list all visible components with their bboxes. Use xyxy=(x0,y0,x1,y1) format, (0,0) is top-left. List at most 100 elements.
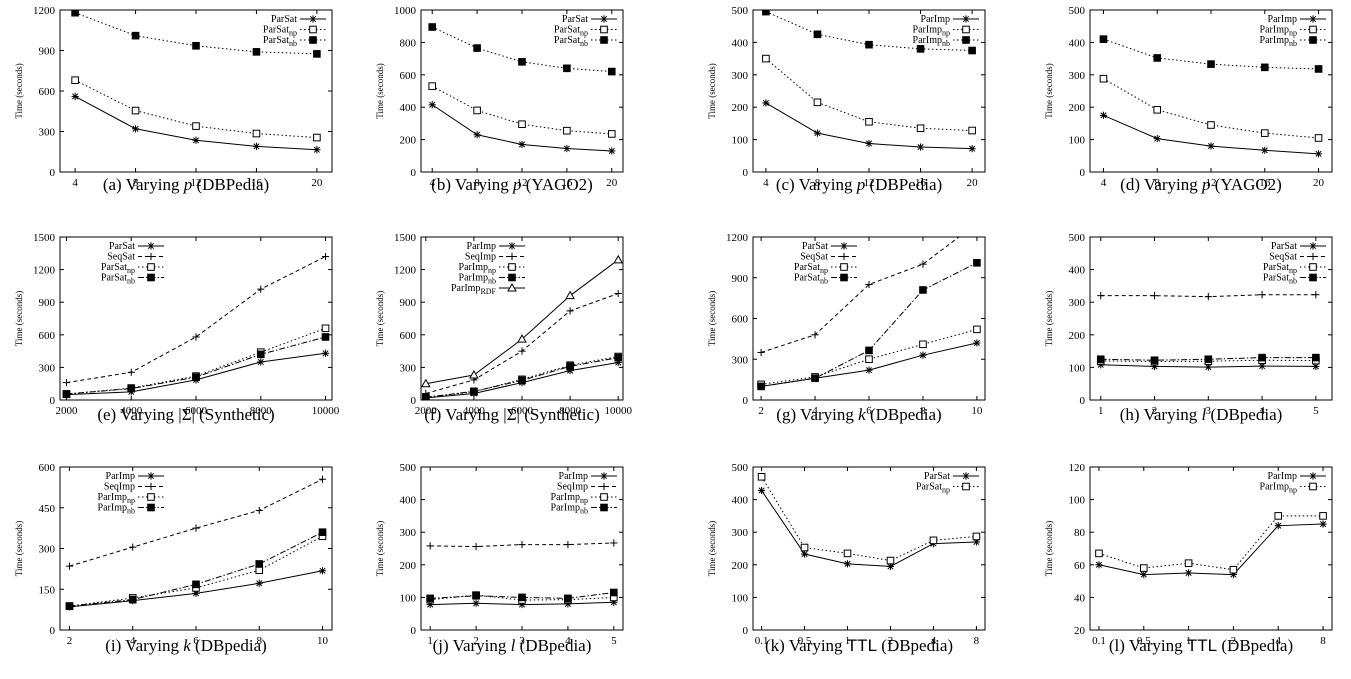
y-tick-label: 200 xyxy=(1069,102,1086,114)
chart-caption: (j) Varying l (DBpedia) xyxy=(433,636,592,655)
y-tick-label: 1500 xyxy=(394,232,417,244)
data-point xyxy=(517,334,527,343)
data-point xyxy=(313,146,321,154)
data-point xyxy=(613,254,623,264)
legend-label: SeqImp xyxy=(104,482,135,493)
y-axis-label: Time (seconds) xyxy=(1044,63,1054,118)
y-tick-label: 100 xyxy=(1069,135,1086,147)
series-group xyxy=(428,23,616,155)
series-line xyxy=(69,478,323,567)
data-point xyxy=(762,99,770,107)
legend-label: ParImpRDF xyxy=(451,283,497,296)
y-tick-label: 200 xyxy=(400,135,417,147)
series-group xyxy=(1095,512,1327,579)
legend-label: ParSat xyxy=(562,14,588,25)
data-point xyxy=(473,106,481,115)
data-point xyxy=(428,82,437,90)
legend-label: ParSat xyxy=(1271,241,1297,252)
x-tick-label: 12 xyxy=(191,177,202,189)
y-tick-label: 600 xyxy=(732,314,749,326)
y-tick-label: 400 xyxy=(1069,37,1086,49)
data-point xyxy=(192,122,200,130)
data-point xyxy=(1139,564,1148,572)
x-tick-label: 3 xyxy=(519,635,525,647)
legend-label: ParImpnp xyxy=(551,492,588,505)
legend-label: ParImp xyxy=(1268,471,1297,482)
series-group xyxy=(62,252,330,399)
y-tick-label: 1200 xyxy=(33,265,56,277)
legend-label: SeqSat xyxy=(1269,252,1297,263)
plot-frame xyxy=(1089,466,1333,631)
x-tick-label: 8 xyxy=(974,635,980,647)
data-point xyxy=(811,331,819,339)
data-point xyxy=(469,369,479,379)
legend-marker xyxy=(147,252,155,261)
data-point xyxy=(865,355,873,364)
y-tick-label: 100 xyxy=(1069,495,1086,507)
data-point xyxy=(1207,60,1215,68)
x-tick-label: 8000 xyxy=(559,405,582,417)
legend-marker xyxy=(508,252,516,261)
legend-marker xyxy=(840,263,848,271)
legend-label: ParSatnp xyxy=(1263,262,1297,275)
y-axis-label: Time (seconds) xyxy=(14,521,24,576)
data-point xyxy=(1314,134,1323,142)
x-tick-label: 6 xyxy=(193,635,199,647)
data-point xyxy=(129,543,137,551)
data-point xyxy=(1312,353,1320,362)
data-point xyxy=(813,98,822,107)
data-point xyxy=(127,384,136,393)
data-point xyxy=(865,280,873,289)
data-point xyxy=(916,143,925,151)
legend-label: ParSatnb xyxy=(101,273,135,286)
series-line xyxy=(1098,523,1324,576)
data-point xyxy=(257,358,265,366)
data-point xyxy=(843,549,852,558)
y-tick-label: 0 xyxy=(743,625,749,637)
data-point xyxy=(1099,111,1108,119)
data-point xyxy=(192,580,200,589)
legend-marker xyxy=(600,25,608,34)
data-point xyxy=(1099,74,1108,83)
x-tick-label: 0.5 xyxy=(1137,635,1151,647)
data-point xyxy=(865,117,873,126)
data-point xyxy=(813,129,822,137)
data-point xyxy=(321,349,330,357)
legend-marker xyxy=(962,15,970,23)
x-tick-label: 1 xyxy=(1098,405,1104,417)
data-point xyxy=(318,567,327,575)
y-tick-label: 0 xyxy=(411,625,417,637)
legend-marker xyxy=(147,263,155,271)
series-line xyxy=(425,259,619,385)
data-point xyxy=(929,536,938,545)
y-axis-label: Time (seconds) xyxy=(375,521,385,576)
data-point xyxy=(472,542,480,551)
chart-caption: (i) Varying k (DBpedia) xyxy=(105,636,267,655)
x-tick-label: 8 xyxy=(1320,635,1326,647)
legend-label: SeqSat xyxy=(800,252,828,263)
legend-marker xyxy=(507,282,517,292)
y-tick-label: 900 xyxy=(400,297,417,309)
y-tick-label: 1200 xyxy=(394,265,417,277)
data-point xyxy=(518,376,526,385)
legend-marker xyxy=(1309,15,1317,23)
data-point xyxy=(255,566,264,575)
y-tick-label: 500 xyxy=(732,462,749,474)
legend-label: ParSatnp xyxy=(101,262,135,275)
legend-label: ParImpnb xyxy=(98,503,135,516)
data-point xyxy=(321,324,330,333)
legend-marker xyxy=(600,36,608,44)
data-point xyxy=(518,58,526,66)
y-axis-label: Time (seconds) xyxy=(14,291,24,346)
legend-marker xyxy=(962,36,970,44)
legend-label: ParSat xyxy=(109,241,135,252)
data-point xyxy=(1207,121,1215,129)
x-tick-label: 12 xyxy=(1206,177,1217,189)
data-point xyxy=(313,50,321,58)
y-tick-label: 80 xyxy=(1074,527,1086,539)
series-line xyxy=(66,256,326,384)
y-tick-label: 300 xyxy=(400,362,417,374)
x-tick-label: 2 xyxy=(67,635,73,647)
